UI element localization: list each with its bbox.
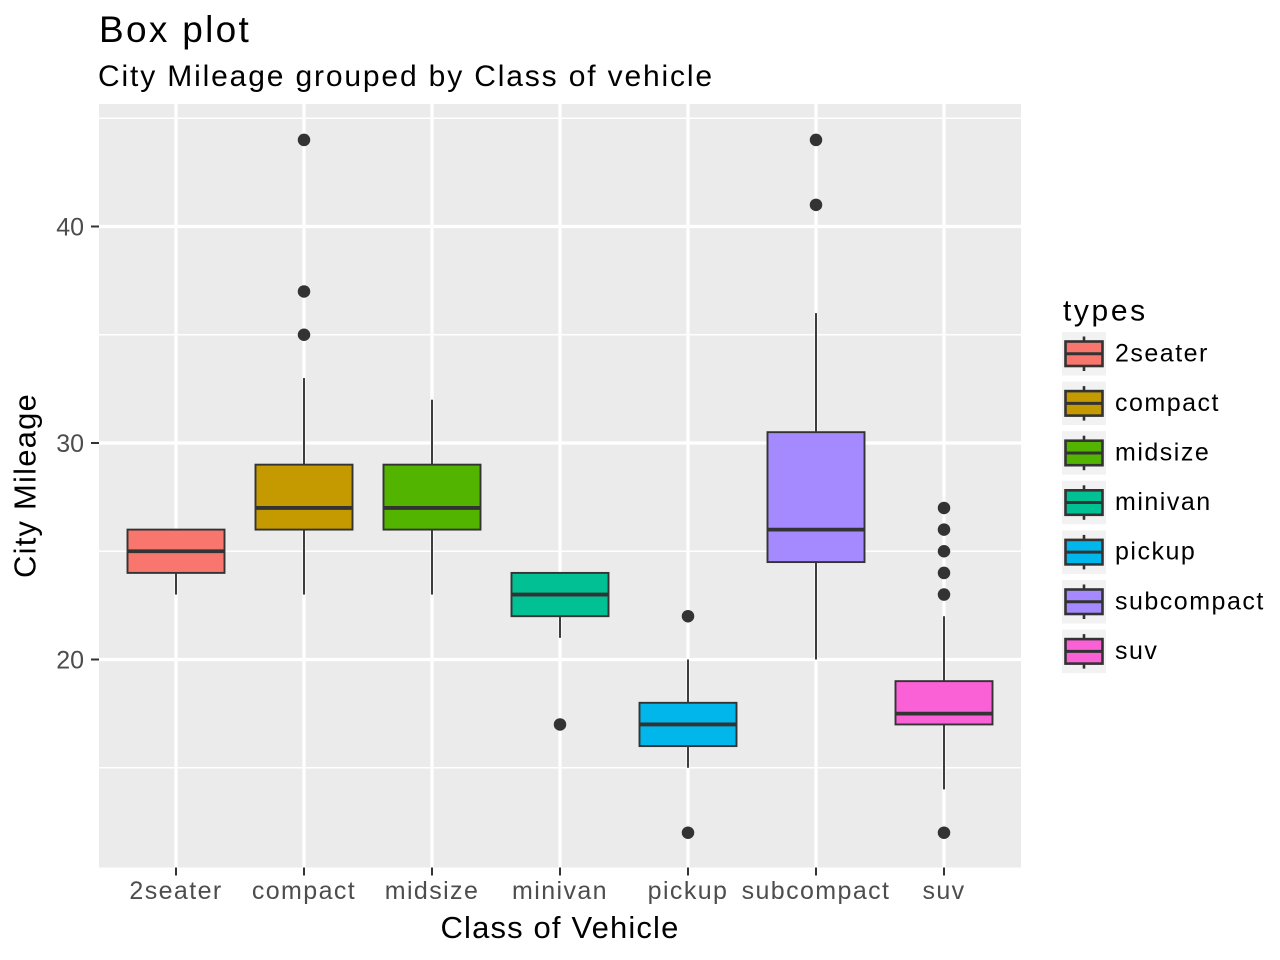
svg-text:City Mileage grouped by Class: City Mileage grouped by Class of vehicle (98, 60, 714, 93)
svg-text:2seater: 2seater (129, 877, 222, 905)
svg-text:suv: suv (1115, 637, 1158, 665)
svg-text:midsize: midsize (385, 877, 480, 905)
svg-text:minivan: minivan (1115, 488, 1212, 516)
svg-text:20: 20 (56, 647, 84, 675)
svg-text:compact: compact (1115, 389, 1220, 417)
svg-text:30: 30 (56, 430, 84, 458)
svg-text:City Mileage: City Mileage (8, 393, 43, 578)
svg-text:minivan: minivan (512, 877, 608, 905)
svg-text:pickup: pickup (648, 877, 729, 905)
svg-text:Box plot: Box plot (99, 9, 251, 50)
svg-text:types: types (1063, 295, 1148, 328)
svg-text:midsize: midsize (1115, 438, 1210, 466)
svg-text:suv: suv (922, 877, 965, 905)
svg-text:compact: compact (252, 877, 356, 905)
svg-text:Class of Vehicle: Class of Vehicle (441, 910, 680, 945)
svg-text:subcompact: subcompact (1115, 587, 1265, 615)
svg-text:subcompact: subcompact (742, 877, 891, 905)
svg-text:pickup: pickup (1115, 538, 1196, 566)
svg-text:40: 40 (56, 214, 84, 242)
svg-text:2seater: 2seater (1115, 339, 1209, 367)
